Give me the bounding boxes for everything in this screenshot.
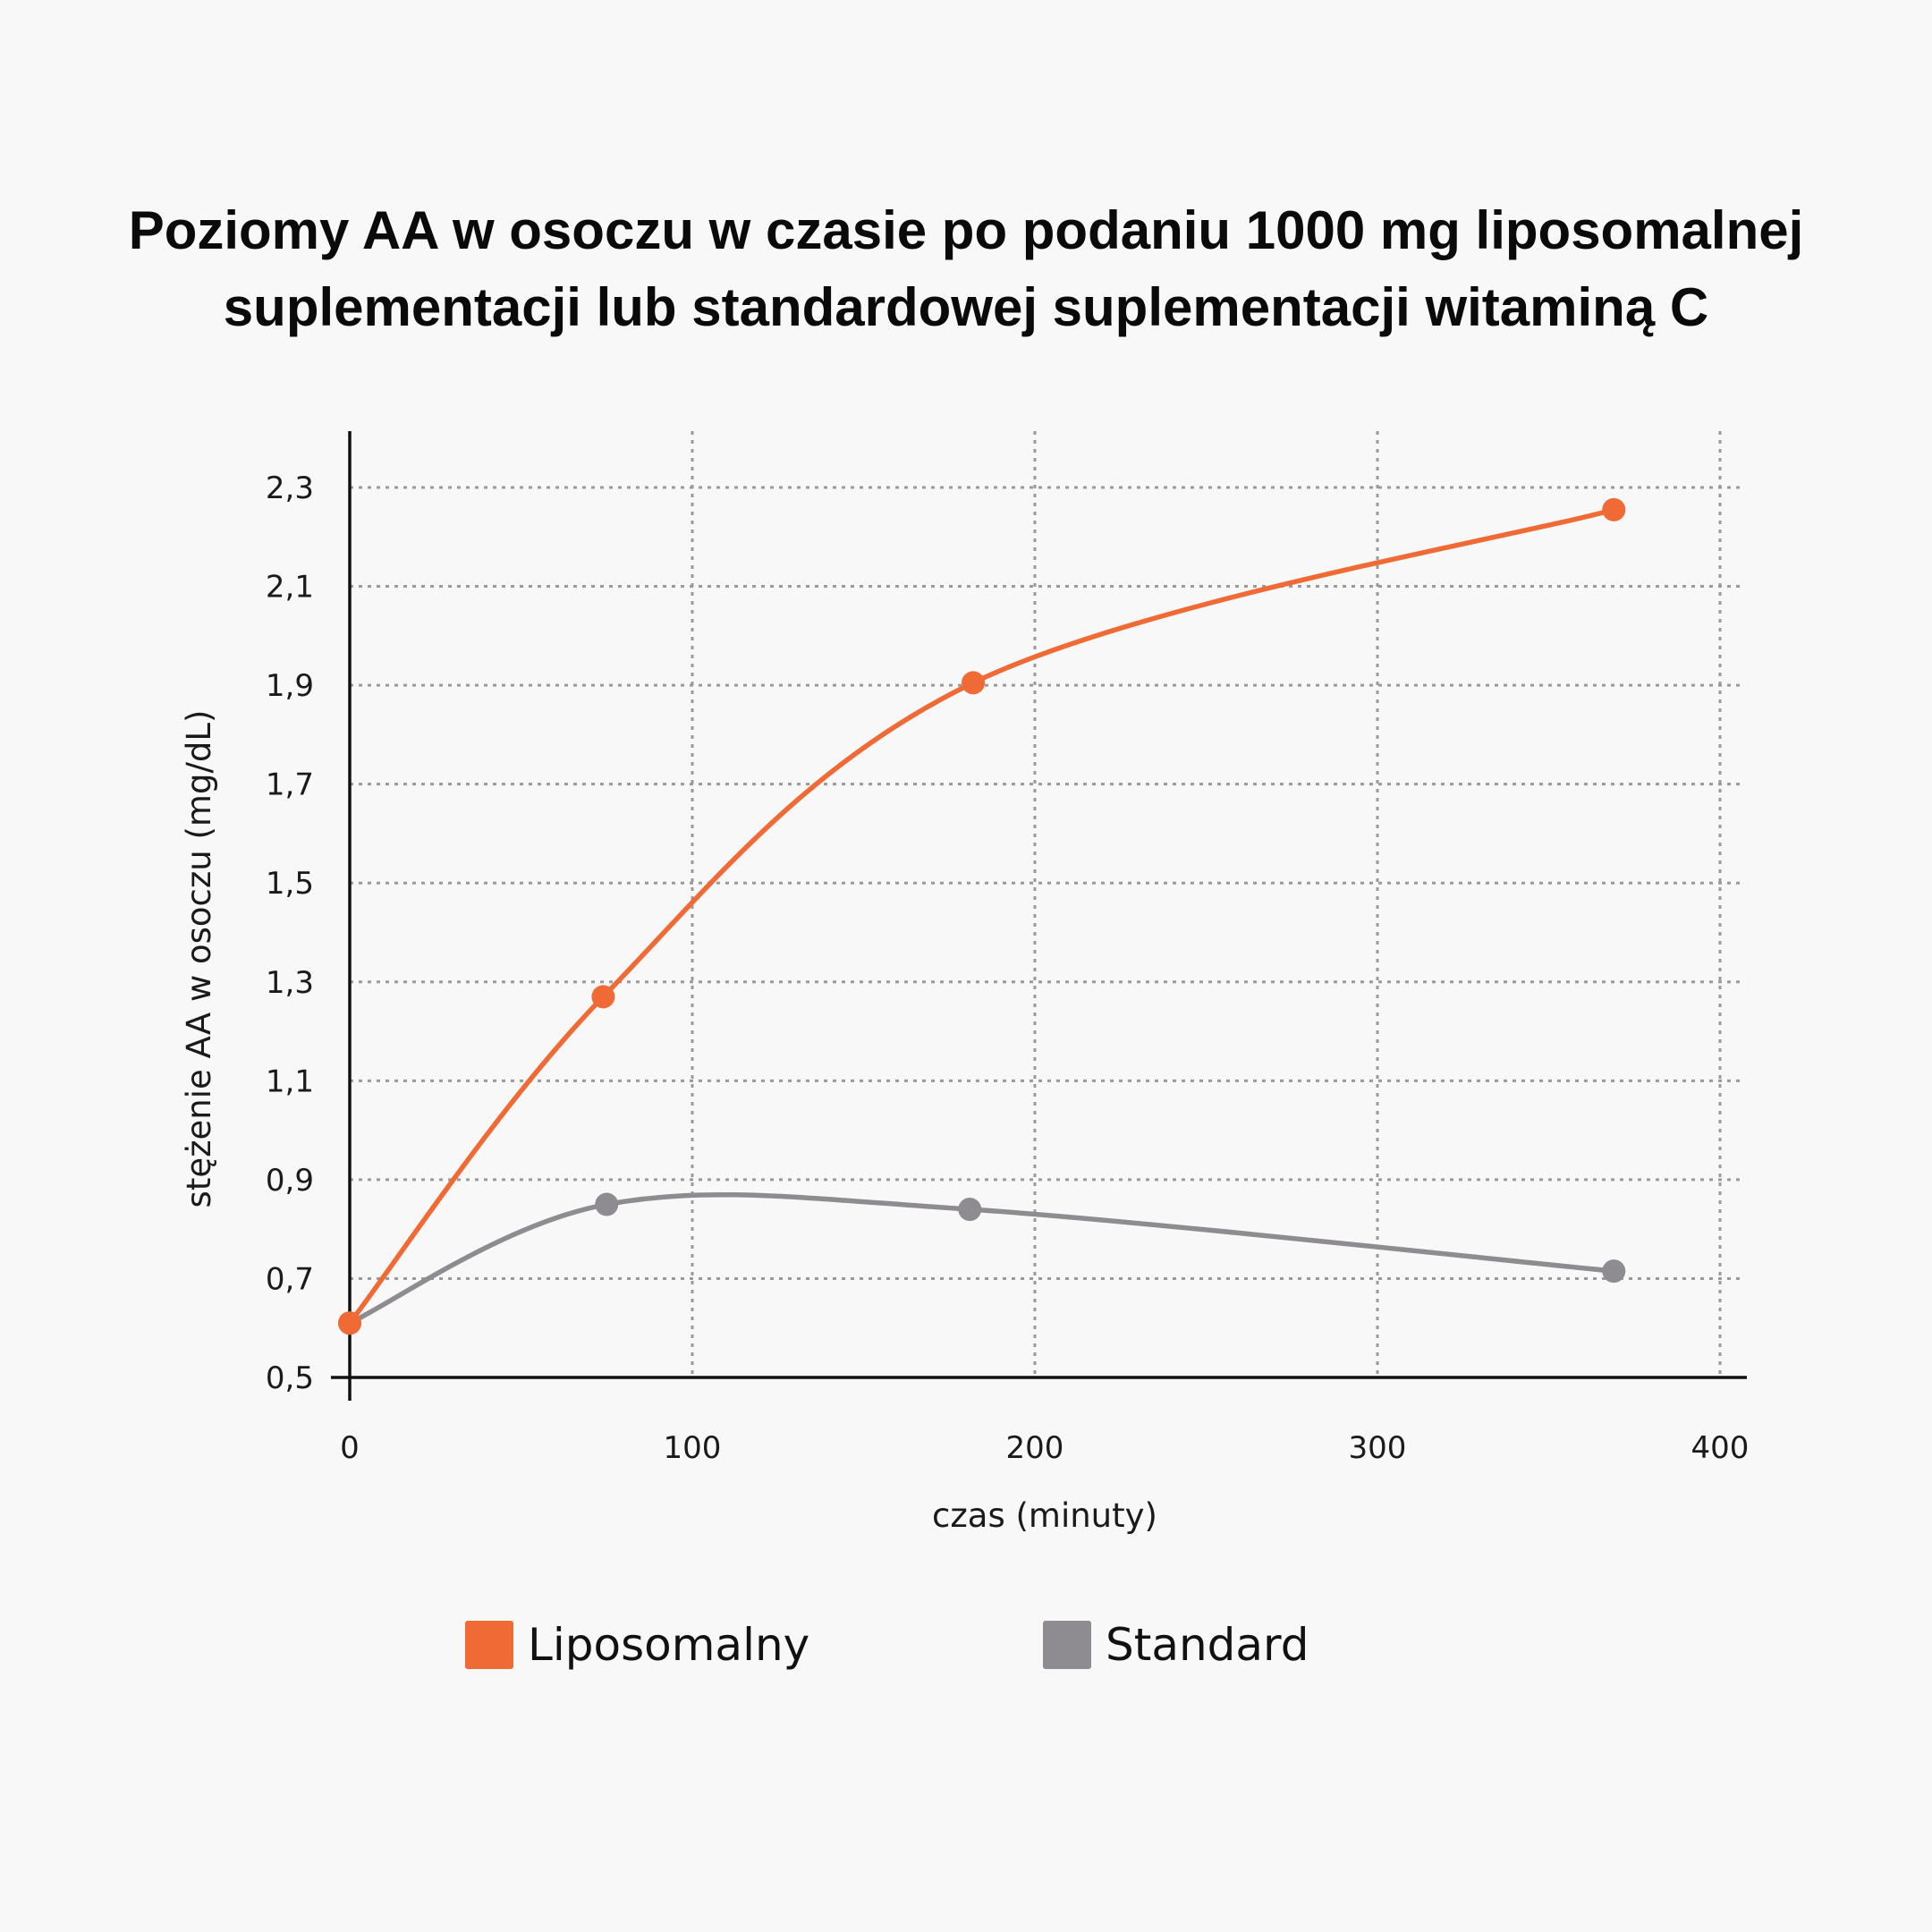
legend-swatch-liposomalny bbox=[465, 1621, 513, 1669]
chart-title: Poziomy AA w osoczu w czasie po podaniu … bbox=[36, 192, 1896, 346]
data-point-liposomalny bbox=[962, 671, 986, 695]
y-axis-label: stężenie AA w osoczu (mg/dL) bbox=[180, 710, 218, 1208]
data-point-liposomalny bbox=[591, 985, 615, 1009]
legend-label-standard: Standard bbox=[1106, 1619, 1309, 1671]
legend-item-liposomalny: Liposomalny bbox=[465, 1619, 809, 1671]
legend: Liposomalny Standard bbox=[0, 1619, 1932, 1673]
x-axis-label: czas (minuty) bbox=[932, 1496, 1157, 1535]
data-point-standard bbox=[1602, 1259, 1626, 1284]
series bbox=[338, 497, 1626, 1335]
chart-title-line-1: Poziomy AA w osoczu w czasie po podaniu … bbox=[128, 200, 1804, 260]
y-tick-label: 2,1 bbox=[266, 570, 314, 606]
y-tick-label: 2,3 bbox=[266, 470, 314, 506]
data-point-standard bbox=[958, 1198, 982, 1222]
data-point-liposomalny bbox=[1602, 497, 1626, 521]
legend-label-liposomalny: Liposomalny bbox=[528, 1619, 810, 1671]
legend-swatch-standard bbox=[1043, 1621, 1091, 1669]
legend-item-standard: Standard bbox=[1043, 1619, 1309, 1671]
x-tick-label: 0 bbox=[340, 1430, 360, 1466]
x-tick-label: 100 bbox=[664, 1430, 722, 1466]
data-point-liposomalny bbox=[338, 1311, 361, 1335]
y-tick-label: 0,7 bbox=[266, 1261, 314, 1297]
tick-labels: 0,5 0,7 0,9 1,1 1,3 1,5 1,7 1,9 2,1 2,3 0 100 200 300… bbox=[266, 470, 1750, 1466]
y-tick-label: 1,3 bbox=[266, 965, 314, 1001]
y-tick-label: 1,9 bbox=[266, 668, 314, 704]
y-tick-label: 0,9 bbox=[266, 1163, 314, 1199]
chart-title-line-2: suplementacji lub standardowej suplement… bbox=[223, 277, 1709, 337]
series-line-liposomalny bbox=[347, 507, 1617, 1326]
y-tick-label: 1,1 bbox=[266, 1063, 314, 1099]
x-tick-label: 200 bbox=[1006, 1430, 1064, 1466]
y-tick-label: 1,7 bbox=[266, 767, 314, 803]
y-tick-label: 1,5 bbox=[266, 866, 314, 902]
x-tick-label: 400 bbox=[1691, 1430, 1750, 1466]
x-tick-label: 300 bbox=[1349, 1430, 1407, 1466]
series-line-standard bbox=[347, 1191, 1617, 1326]
y-tick-label: 0,5 bbox=[266, 1360, 314, 1396]
grid bbox=[350, 431, 1744, 1377]
axes bbox=[331, 431, 1747, 1401]
data-point-standard bbox=[595, 1192, 619, 1216]
